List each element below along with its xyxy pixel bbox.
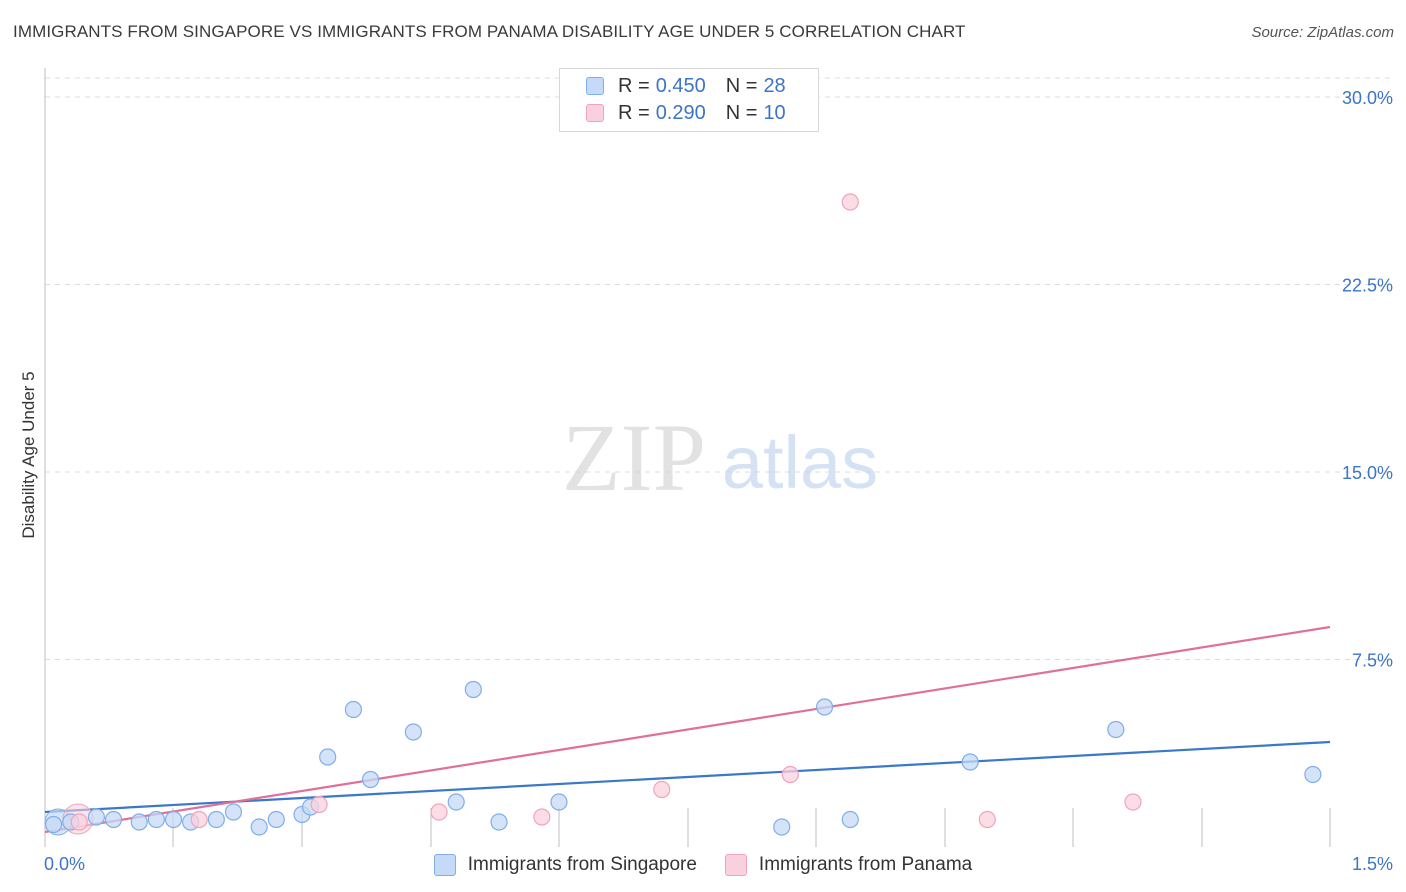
chart-title: IMMIGRANTS FROM SINGAPORE VS IMMIGRANTS … — [13, 22, 966, 41]
legend-swatch-panama — [586, 104, 604, 122]
point-singapore — [207, 810, 225, 829]
point-singapore — [87, 808, 106, 826]
point-singapore — [1107, 720, 1125, 739]
point-singapore — [961, 753, 979, 771]
watermark-zip: ZIP — [562, 404, 706, 511]
point-panama — [430, 803, 448, 821]
y-tick-label: 30.0% — [1342, 88, 1393, 108]
point-panama — [533, 808, 551, 826]
series-legend-panama[interactable]: Immigrants from Panama — [724, 854, 973, 876]
series-name-panama: Immigrants from Panama — [758, 854, 973, 875]
point-singapore — [841, 810, 859, 829]
legend-row-singapore: R = 0.450 N = 28 — [586, 74, 786, 98]
point-singapore — [344, 700, 362, 719]
legend-r-value-singapore: 0.450 — [655, 74, 706, 97]
point-singapore — [130, 813, 148, 831]
point-singapore — [147, 810, 165, 829]
series-legend: Immigrants from Singapore Immigrants fro… — [0, 852, 1406, 878]
series-swatch-panama — [724, 854, 747, 876]
legend-r-value-panama: 0.290 — [655, 101, 706, 124]
point-panama — [978, 810, 996, 829]
point-singapore — [44, 815, 63, 834]
legend-n-label: N = — [725, 101, 758, 124]
point-panama — [781, 765, 799, 784]
y-tick-label: 22.5% — [1342, 276, 1393, 296]
series-name-singapore: Immigrants from Singapore — [467, 854, 697, 875]
legend-n-label: N = — [725, 74, 758, 97]
point-panama — [653, 780, 671, 799]
point-singapore — [319, 748, 337, 766]
point-singapore — [404, 723, 422, 741]
legend-swatch-singapore — [586, 77, 604, 95]
y-tick-label: 15.0% — [1342, 463, 1393, 483]
series-swatch-singapore — [433, 854, 456, 876]
point-singapore — [464, 680, 482, 699]
point-singapore — [361, 770, 380, 789]
point-singapore — [164, 810, 183, 829]
point-singapore — [104, 810, 123, 829]
point-singapore — [773, 818, 791, 836]
legend-n-value-singapore: 28 — [763, 74, 786, 97]
x-tick-label: 0.0% — [44, 854, 85, 874]
watermark-atlas: atlas — [722, 421, 878, 504]
legend-r-label: R = — [618, 74, 650, 97]
legend-r-label: R = — [618, 101, 650, 124]
point-singapore — [267, 810, 285, 829]
trend-line-panama — [44, 625, 1331, 834]
point-panama — [841, 193, 859, 211]
point-panama — [310, 795, 328, 814]
point-singapore — [447, 793, 465, 811]
point-singapore — [815, 698, 834, 716]
x-tick-label: 1.5% — [1352, 854, 1393, 874]
point-singapore — [224, 803, 243, 821]
series-legend-singapore[interactable]: Immigrants from Singapore — [433, 854, 697, 876]
correlation-legend: R = 0.450 N = 28 R = 0.290 N = 10 — [559, 68, 819, 132]
trend-line-singapore — [44, 740, 1331, 814]
y-tick-label: 7.5% — [1352, 651, 1393, 671]
point-panama — [70, 813, 88, 831]
legend-n-value-panama: 10 — [763, 101, 786, 124]
point-singapore — [490, 813, 508, 831]
legend-row-panama: R = 0.290 N = 10 — [586, 101, 786, 125]
point-singapore — [550, 793, 568, 811]
point-singapore — [1304, 765, 1322, 784]
point-panama — [190, 810, 208, 829]
chart-source: Source: ZipAtlas.com — [1251, 24, 1394, 41]
y-axis-label: Disability Age Under 5 — [19, 371, 38, 538]
point-singapore — [250, 818, 268, 836]
point-panama — [1124, 793, 1142, 811]
